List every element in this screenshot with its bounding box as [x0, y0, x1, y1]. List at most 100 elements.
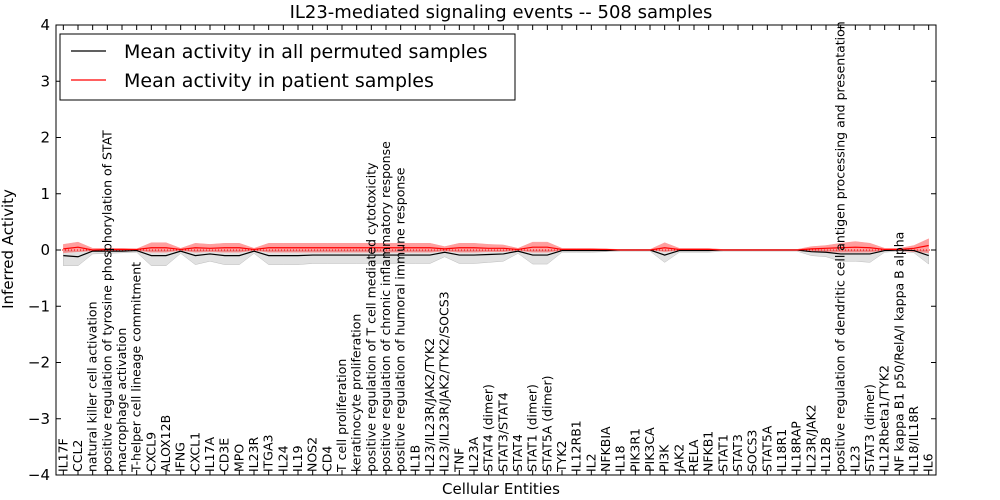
x-category-label: PIK3CA: [642, 427, 657, 472]
legend: Mean activity in all permuted samples Me…: [59, 33, 516, 101]
x-category-label: T cell proliferation: [334, 359, 349, 473]
point-patient: [165, 247, 167, 249]
x-category-label: CXCL1: [187, 432, 202, 472]
y-tick-label: 2: [40, 129, 50, 147]
x-category-label: IL23/IL23R/JAK2/TYK2/SOCS3: [437, 291, 452, 472]
point-patient: [194, 247, 196, 249]
x-category-label: IL12B: [818, 437, 833, 472]
x-category-label: natural killer cell activation: [85, 301, 100, 472]
x-category-label: STAT1: [715, 434, 730, 472]
x-category-label: IL17F: [55, 438, 70, 472]
y-tick-label: −1: [28, 297, 50, 315]
point-patient: [575, 248, 577, 250]
point-permuted: [663, 254, 665, 256]
x-category-label: STAT5A: [759, 425, 774, 472]
point-patient: [517, 248, 519, 250]
x-category-label: IL6: [921, 453, 936, 472]
point-permuted: [825, 251, 827, 253]
point-permuted: [487, 253, 489, 255]
y-tick-label: 3: [40, 72, 50, 90]
x-category-label: STAT3 (dimer): [862, 384, 877, 472]
x-category-label: STAT3/STAT4: [495, 392, 510, 472]
x-category-label: positive regulation of humoral immune re…: [393, 167, 408, 472]
point-permuted: [502, 253, 504, 255]
x-category-label: IL12Rbeta1/TYK2: [877, 365, 892, 472]
y-tick-label: −3: [28, 410, 50, 428]
point-patient: [810, 248, 812, 250]
x-category-label: IL18R1: [774, 429, 789, 472]
point-patient: [722, 249, 724, 251]
chart-title: IL23-mediated signaling events -- 508 sa…: [290, 2, 713, 23]
point-permuted: [165, 254, 167, 256]
point-permuted: [414, 254, 416, 256]
point-patient: [663, 247, 665, 249]
band-permuted: [63, 249, 929, 266]
point-patient: [150, 247, 152, 249]
point-patient: [795, 249, 797, 251]
point-permuted: [869, 253, 871, 255]
point-permuted: [927, 254, 929, 256]
x-category-label: STAT4: [510, 434, 525, 472]
point-permuted: [297, 254, 299, 256]
x-category-label: NF kappa B1 p50/RelA/I kappa B alpha: [891, 232, 906, 472]
point-permuted: [326, 254, 328, 256]
point-patient: [913, 247, 915, 249]
x-category-label: NFKB1: [701, 431, 716, 472]
x-category-label: IL23: [847, 445, 862, 472]
x-category-label: TNF: [451, 448, 466, 473]
x-category-label: IL23/IL23R/JAK2/TYK2: [422, 338, 437, 472]
point-permuted: [443, 251, 445, 253]
x-category-label: IL12RB1: [569, 420, 584, 472]
point-permuted: [267, 254, 269, 256]
x-category-label: IL18: [613, 445, 628, 472]
x-category-label: T-helper cell lineage commitment: [129, 262, 144, 473]
x-category-label: CD4: [319, 446, 334, 472]
x-category-label: positive regulation of tyrosine phosphor…: [99, 130, 114, 472]
y-tick-label: −2: [28, 354, 50, 372]
point-patient: [927, 244, 929, 246]
point-permuted: [194, 254, 196, 256]
x-category-label: keratinocyte proliferation: [349, 314, 364, 472]
point-patient: [502, 247, 504, 249]
point-patient: [341, 247, 343, 249]
point-permuted: [150, 254, 152, 256]
point-patient: [209, 247, 211, 249]
y-tick-label: 4: [40, 16, 50, 34]
point-patient: [531, 246, 533, 248]
x-category-label: STAT3: [730, 434, 745, 472]
y-axis-label: Inferred Activity: [0, 189, 17, 309]
x-category-label: IL23R/JAK2: [803, 404, 818, 472]
point-patient: [62, 248, 64, 250]
point-permuted: [531, 254, 533, 256]
point-patient: [282, 247, 284, 249]
x-category-label: TYK2: [554, 441, 569, 473]
y-tick-label: 1: [40, 185, 50, 203]
x-category-label: IL17A: [202, 436, 217, 472]
point-patient: [883, 248, 885, 250]
x-category-label: ITGA3: [261, 434, 276, 472]
point-permuted: [77, 256, 79, 258]
x-category-label: NOS2: [305, 437, 320, 472]
point-patient: [429, 247, 431, 249]
x-category-label: positive regulation of dendritic cell an…: [833, 21, 848, 472]
point-permuted: [854, 253, 856, 255]
point-patient: [179, 248, 181, 250]
point-permuted: [473, 254, 475, 256]
point-patient: [223, 247, 225, 249]
x-category-label: IL24: [275, 445, 290, 472]
point-patient: [854, 246, 856, 248]
point-permuted: [282, 254, 284, 256]
point-patient: [678, 248, 680, 250]
point-patient: [649, 249, 651, 251]
point-patient: [311, 247, 313, 249]
x-category-label: PI3K: [657, 444, 672, 472]
x-category-label: SOCS3: [745, 430, 760, 472]
point-patient: [414, 247, 416, 249]
x-category-label: JAK2: [671, 444, 686, 473]
x-category-label: PIK3R1: [627, 428, 642, 472]
x-category-label: IL23R: [246, 436, 261, 472]
point-permuted: [355, 254, 357, 256]
series-line-patient: [63, 244, 929, 251]
point-patient: [77, 246, 79, 248]
